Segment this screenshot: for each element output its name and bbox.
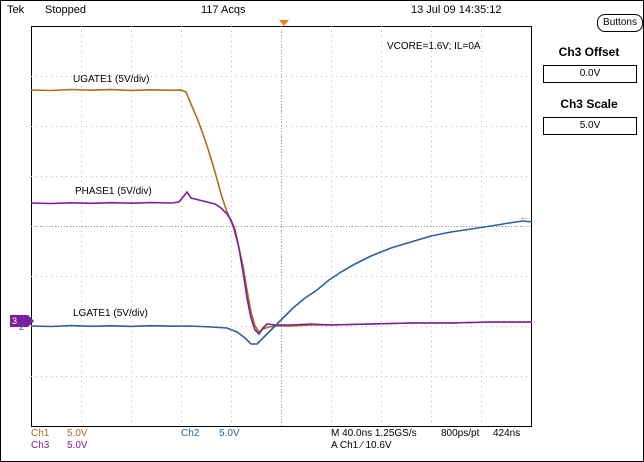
ch2-label: Ch2 (181, 428, 200, 439)
ch1-label: Ch1 (31, 428, 50, 439)
ch3-label: Ch3 (31, 440, 50, 451)
top-status-bar: Tek Stopped 117 Acqs 13 Jul 09 14:35:12 (1, 1, 532, 23)
trace-lgate1-ch2 (31, 220, 532, 345)
trigger-readout: A Ch1 ∕ 10.6V (331, 440, 392, 451)
conditions-annotation: VCORE=1.6V; IL=0A (387, 41, 481, 52)
trigger-position-marker-icon (279, 20, 289, 26)
ch1-scale: 5.0V (67, 428, 88, 439)
ugate-annotation: UGATE1 (5V/div) (73, 74, 150, 85)
record-readout: 800ps/pt (441, 428, 480, 439)
ch3-scale-value[interactable]: 5.0V (543, 117, 637, 135)
waveform-display (31, 26, 532, 427)
trigger-level-arrow-icon[interactable]: ← (519, 211, 530, 223)
acquisition-count: 117 Acqs (201, 4, 246, 16)
run-state: Stopped (45, 4, 86, 16)
ch3-ground-marker[interactable]: 3 (10, 315, 34, 327)
trace-phase1-ch3 (31, 190, 532, 336)
timebase-readout: M 40.0ns 1.25GS/s (331, 428, 417, 439)
ch3-offset-label: Ch3 Offset (558, 45, 620, 59)
ch2-ground-marker[interactable]: 2 (19, 322, 25, 332)
waveform-graticule: UGATE1 (5V/div) PHASE1 (5V/div) LGATE1 (… (31, 26, 532, 427)
buttons-button[interactable]: Buttons (597, 14, 643, 32)
ch2-scale: 5.0V (219, 428, 240, 439)
datetime-display: 13 Jul 09 14:35:12 (411, 4, 502, 16)
lgate-annotation: LGATE1 (5V/div) (73, 308, 148, 319)
ch3-offset-value[interactable]: 0.0V (543, 65, 637, 83)
channel-status-bar: Ch1 5.0V Ch3 5.0V Ch2 5.0V M 40.0ns 1.25… (1, 427, 532, 461)
phase-annotation: PHASE1 (5V/div) (75, 186, 152, 197)
ch3-scale-label: Ch3 Scale (560, 97, 618, 111)
side-menu: Buttons Ch3 Offset 0.0V Ch3 Scale 5.0V (535, 1, 643, 461)
ch3-scale: 5.0V (67, 440, 88, 451)
delay-readout: 424ns (493, 428, 521, 439)
brand-label: Tek (7, 4, 25, 16)
